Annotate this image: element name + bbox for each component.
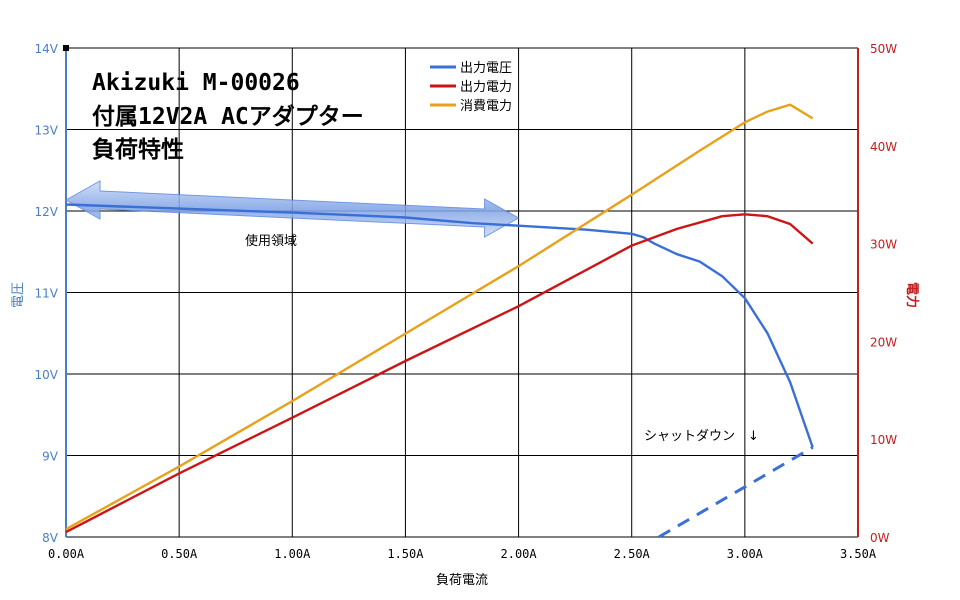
y-right-tick-label: 50W [870,42,897,56]
y-right-tick-label: 40W [870,140,897,154]
y-right-tick-label: 20W [870,335,897,349]
y-left-tick-label: 9V [42,450,59,464]
x-tick-label: 0.50A [161,547,198,561]
usage-range-label: 使用領域 [245,233,297,249]
y-right-tick-label: 0W [870,531,890,545]
y-left-tick-label: 11V [35,287,59,301]
axis-ticks: 0.00A 0.50A 1.00A 1.50A 2.00A 2.50A 3.00A 3.50A… [35,42,898,561]
chart-title-line-2: 付属12V2A ACアダプター [92,103,364,130]
y-axis-right-label: 電力 [904,282,920,308]
series-line-consumed-power [65,103,814,531]
axis-corner-marker [63,45,69,51]
y-left-tick-label: 10V [35,368,59,382]
legend: 出力電圧 出力電力 消費電力 [430,61,512,114]
x-tick-label: 1.00A [274,547,311,561]
y-right-tick-label: 30W [870,238,897,252]
x-tick-label: 3.00A [727,547,764,561]
chart-title-line-1: Akizuki M-00026 [92,70,300,96]
legend-label-consumed-power: 消費電力 [460,99,512,114]
y-left-tick-label: 12V [35,205,59,219]
chart-title-line-3: 負荷特性 [92,136,184,163]
series-line-output-power [65,213,814,534]
shutdown-label: シャットダウン ↓ [644,429,759,444]
legend-label-voltage: 出力電圧 [460,61,512,76]
series-layer [65,103,814,534]
x-axis-label: 負荷電流 [436,573,488,588]
y-left-tick-label: 8V [42,531,59,545]
x-tick-label: 0.00A [48,547,85,561]
usage-range-arrow [64,180,520,238]
x-tick-label: 2.00A [501,547,538,561]
legend-label-output-power: 出力電力 [460,80,512,95]
y-right-tick-label: 10W [870,433,897,447]
x-tick-label: 2.50A [614,547,651,561]
y-left-tick-label: 14V [35,42,59,56]
series-line-voltage [65,203,814,448]
x-tick-label: 1.50A [387,547,424,561]
shutdown-dashed-line [658,446,814,539]
x-tick-label: 3.50A [840,547,877,561]
y-axis-left-label: 電圧 [11,282,26,308]
y-left-tick-label: 13V [35,124,59,138]
